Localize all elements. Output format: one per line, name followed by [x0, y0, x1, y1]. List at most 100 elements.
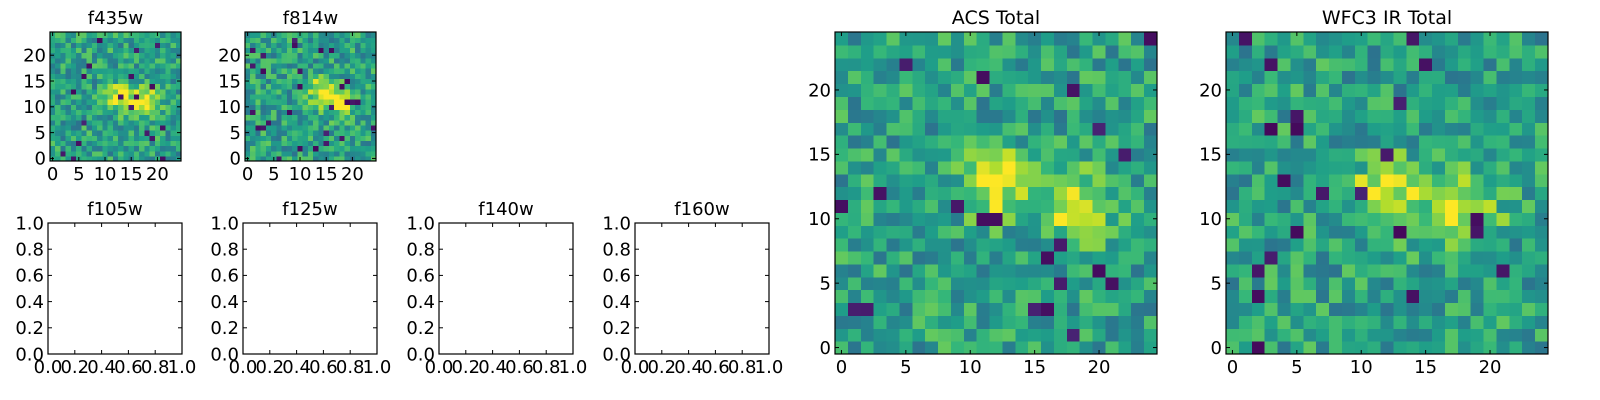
heatmap-cell	[1028, 238, 1042, 252]
heatmap-cell	[1226, 238, 1240, 252]
heatmap-cell	[323, 109, 330, 116]
heatmap-cell	[107, 109, 114, 116]
heatmap-cell	[339, 124, 346, 131]
heatmap-cell	[1251, 276, 1266, 291]
heatmap-cell	[1092, 57, 1107, 72]
heatmap-cell	[925, 122, 939, 136]
heatmap-cell	[297, 104, 304, 110]
heatmap-cell	[1131, 225, 1145, 239]
heatmap-cell	[1053, 135, 1068, 149]
heatmap-cell	[1105, 147, 1119, 162]
heatmap-cell	[112, 32, 119, 38]
heatmap-cell	[1496, 160, 1510, 175]
heatmap-cell	[334, 62, 340, 69]
heatmap-cell	[365, 78, 372, 85]
heatmap-cell	[245, 135, 251, 141]
heatmap-cell	[313, 32, 319, 38]
heatmap-cell	[976, 57, 991, 72]
heatmap-cell	[65, 124, 72, 131]
heatmap-cell	[1105, 70, 1119, 85]
heatmap-cell	[307, 135, 314, 141]
heatmap-cell	[1341, 263, 1356, 278]
heatmap-cell	[1444, 263, 1459, 278]
heatmap-cell	[139, 93, 145, 100]
heatmap-cell	[976, 315, 991, 329]
heatmap-cell	[70, 114, 77, 121]
heatmap-cell	[170, 93, 177, 100]
heatmap-cell	[355, 42, 361, 49]
heatmap-cell	[60, 37, 67, 43]
heatmap-cell	[81, 78, 88, 85]
heatmap-cell	[1131, 160, 1145, 175]
heatmap-cell	[97, 68, 103, 74]
heatmap-cell	[1238, 109, 1253, 123]
heatmap-cell	[873, 173, 888, 188]
heatmap-cell	[989, 44, 1004, 59]
heatmap-cell	[123, 83, 130, 90]
heatmap-cell	[1329, 135, 1343, 149]
heatmap-cell	[139, 99, 145, 105]
heatmap-cell	[1041, 302, 1055, 316]
heatmap-cell	[55, 140, 62, 147]
heatmap-cell	[1251, 32, 1266, 46]
heatmap-cell	[365, 140, 372, 147]
heatmap-cell	[307, 57, 314, 64]
heatmap-cell	[1393, 57, 1407, 72]
heatmap-cell	[139, 52, 145, 59]
heatmap-cell	[160, 47, 166, 54]
heatmap-cell	[55, 32, 62, 38]
heatmap-cell	[360, 47, 367, 54]
heatmap-cell	[365, 104, 372, 110]
heatmap-cell	[1144, 186, 1158, 201]
heatmap-cell	[50, 68, 56, 74]
heatmap-cell	[65, 114, 72, 121]
heatmap-cell	[1144, 122, 1158, 136]
heatmap-cell	[170, 114, 177, 121]
heatmap-cell	[860, 276, 875, 291]
heatmap-cell	[938, 302, 952, 316]
heatmap-cell	[1457, 289, 1472, 304]
heatmap-cell	[323, 37, 330, 43]
heatmap-cell	[1470, 83, 1485, 97]
heatmap-cell	[334, 135, 340, 141]
heatmap-cell	[255, 145, 262, 152]
heatmap-cell	[297, 68, 304, 74]
heatmap-cell	[133, 150, 140, 157]
heatmap-cell	[1118, 109, 1132, 123]
heatmap-cell	[1380, 173, 1395, 188]
heatmap-cell	[160, 155, 166, 162]
heatmap-cell	[1066, 315, 1081, 329]
heatmap-cell	[139, 68, 145, 74]
heatmap-cell	[847, 147, 862, 162]
heatmap-cell	[245, 114, 251, 121]
heatmap-cell	[65, 119, 72, 126]
heatmap-cell	[1238, 302, 1253, 316]
heatmap-cell	[86, 68, 93, 74]
heatmap-cell	[97, 114, 103, 121]
heatmap-cell	[91, 83, 98, 90]
heatmap-cell	[847, 263, 862, 278]
heatmap-cell	[160, 135, 166, 141]
heatmap-cell	[1483, 135, 1498, 149]
heatmap-cell	[50, 119, 56, 126]
heatmap-cell	[365, 42, 372, 49]
heatmap-cell	[925, 250, 939, 265]
heatmap-cell	[86, 104, 93, 110]
heatmap-cell	[271, 119, 278, 126]
heatmap-cell	[1509, 302, 1523, 316]
heatmap-cell	[175, 57, 182, 64]
heatmap-cell	[1522, 328, 1536, 342]
heatmap-cell	[70, 57, 77, 64]
heatmap-cell	[65, 99, 72, 105]
y-tick-label: 0	[230, 149, 241, 170]
heatmap-cell	[344, 37, 351, 43]
heatmap-cell	[86, 150, 93, 157]
heatmap-cell	[1380, 57, 1395, 72]
heatmap-cell	[349, 130, 356, 136]
heatmap-cell	[1432, 212, 1446, 226]
heatmap-cell	[112, 124, 119, 131]
heatmap-cell	[286, 140, 293, 147]
heatmap-cell	[292, 83, 298, 90]
heatmap-cell	[1118, 186, 1132, 201]
heatmap-cell	[365, 52, 372, 59]
